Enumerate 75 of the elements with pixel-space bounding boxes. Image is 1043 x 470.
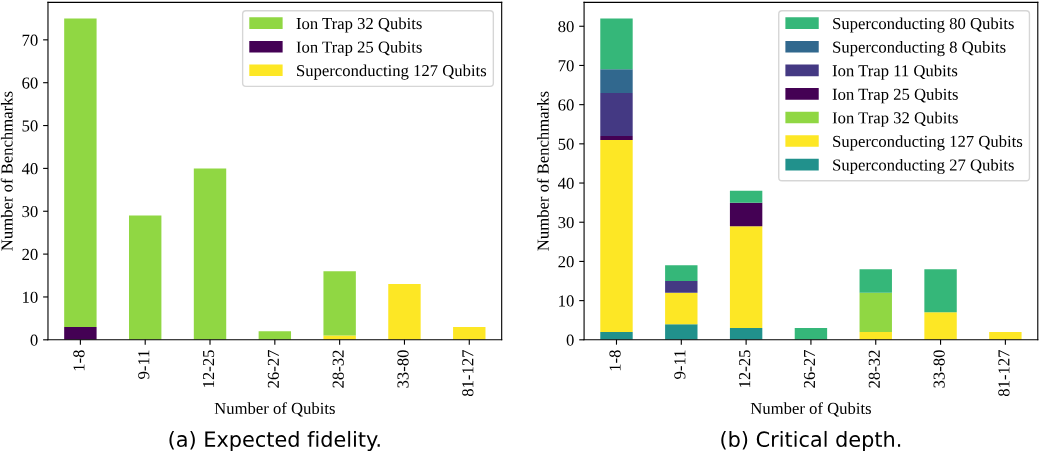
y-tick-label: 60 — [558, 99, 574, 111]
x-tick-label: 26-27 — [803, 350, 816, 388]
bar — [323, 271, 356, 336]
y-tick-label: 70 — [22, 34, 38, 46]
bar — [665, 292, 698, 325]
x-tick-label: 9-11 — [138, 350, 150, 379]
bar — [794, 328, 828, 340]
legend-label: Superconducting 127 Qubits — [833, 135, 1023, 151]
y-tick-label: 30 — [558, 216, 574, 229]
y-tick-label: 20 — [558, 256, 574, 268]
bar — [729, 190, 763, 203]
text: (a) Expected fidelity. — [169, 430, 380, 452]
bar — [388, 284, 421, 340]
y-tick-label: 80 — [558, 20, 574, 33]
bar — [729, 328, 763, 340]
y-tick-label: 0 — [30, 334, 38, 346]
bar — [600, 18, 633, 70]
bar — [924, 269, 957, 313]
y-tick-label: 10 — [559, 295, 574, 307]
x-tick-label: 28-32 — [332, 350, 344, 388]
bar — [859, 269, 892, 293]
y-tick-label: 70 — [558, 60, 574, 72]
y-tick-label: 50 — [558, 138, 574, 150]
x-axis-title: Number of Qubits — [750, 402, 871, 417]
bar — [665, 324, 698, 340]
legend-label: Ion Trap 25 Qubits — [832, 88, 958, 104]
bar — [600, 92, 633, 136]
x-tick-label: 1-8 — [73, 350, 85, 371]
legend-label: Ion Trap 25 Qubits — [296, 41, 422, 57]
x-tick-label: 12-25 — [202, 350, 215, 387]
x-tick-label: 81-127 — [998, 350, 1010, 397]
x-tick-label: 1-8 — [609, 350, 621, 371]
bar — [453, 326, 486, 340]
y-tick-label: 40 — [21, 163, 38, 175]
bar — [600, 331, 633, 340]
legend-label: Superconducting 8 Qubits — [833, 41, 1006, 57]
bar — [859, 292, 892, 332]
y-axis-title: Number of Benchmarks — [0, 91, 13, 251]
x-axis-title: Number of Qubits — [214, 402, 335, 417]
x-tick-label: 12-25 — [739, 350, 751, 387]
bar — [665, 265, 698, 282]
bar — [600, 69, 633, 93]
text: (b) Critical depth. — [721, 430, 901, 452]
y-tick-label: 50 — [22, 120, 38, 132]
bar — [924, 312, 957, 340]
x-tick-label: 28-32 — [868, 350, 880, 388]
bar — [129, 215, 162, 340]
y-tick-label: 20 — [22, 248, 38, 261]
bar — [665, 281, 698, 293]
y-tick-label: 30 — [22, 205, 38, 218]
legend-label: Ion Trap 32 Qubits — [832, 111, 958, 127]
bar — [729, 202, 763, 227]
y-tick-label: 60 — [22, 77, 38, 89]
bar — [989, 331, 1022, 340]
x-tick-label: 33-80 — [933, 350, 945, 388]
bar — [64, 326, 97, 340]
x-tick-label: 33-80 — [397, 350, 409, 388]
bar — [64, 18, 97, 327]
bar — [193, 168, 227, 340]
x-tick-label: 26-27 — [267, 350, 279, 388]
x-tick-label: 9-11 — [674, 350, 686, 379]
y-axis-title: Number of Benchmarks — [536, 91, 549, 251]
legend-label: Ion Trap 32 Qubits — [296, 17, 422, 33]
bar — [600, 136, 633, 140]
y-tick-label: 40 — [558, 177, 574, 189]
bar — [258, 331, 292, 340]
bar — [600, 139, 633, 332]
legend-label: Superconducting 80 Qubits — [833, 17, 1014, 33]
legend-label: Ion Trap 11 Qubits — [832, 64, 958, 80]
x-tick-label: 81-127 — [462, 350, 474, 397]
bar — [729, 226, 763, 329]
y-tick-label: 0 — [566, 334, 574, 346]
legend-label: Superconducting 27 Qubits — [833, 158, 1014, 175]
legend-label: Superconducting 127 Qubits — [297, 64, 487, 80]
y-tick-label: 10 — [23, 291, 38, 303]
